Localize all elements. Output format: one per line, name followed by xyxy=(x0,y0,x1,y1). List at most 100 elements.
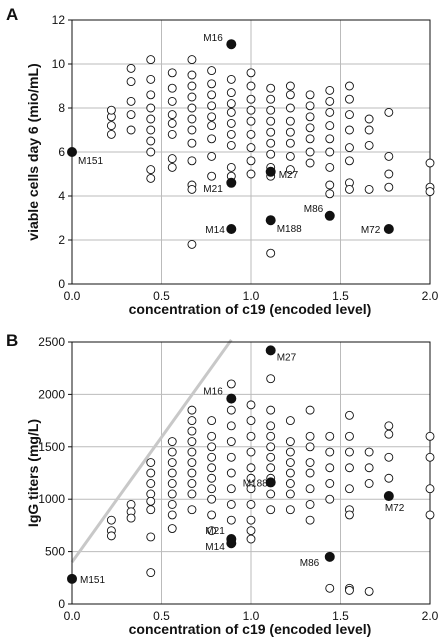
point-label-m27: M27 xyxy=(277,352,297,363)
open-data-point xyxy=(246,416,256,426)
open-data-point xyxy=(146,147,156,157)
point-label-m188: M188 xyxy=(277,224,302,235)
open-data-point xyxy=(246,447,256,457)
open-data-point xyxy=(246,534,256,544)
open-data-point xyxy=(246,473,256,483)
open-data-point xyxy=(126,77,136,87)
open-data-point xyxy=(345,156,354,166)
open-data-point xyxy=(305,158,315,168)
labeled-data-point-m72 xyxy=(383,491,394,502)
open-data-point xyxy=(187,447,197,457)
point-label-m86: M86 xyxy=(300,558,320,569)
open-data-point xyxy=(167,447,177,457)
y-tick-label: 8 xyxy=(58,101,65,115)
panel-a: A 0 2 4 6 8 10 12 0.0 0.5 1.0 1.5 2.0 M16 M151 M27 M2… xyxy=(6,5,439,317)
open-data-point xyxy=(187,405,197,415)
point-label-m14: M14 xyxy=(205,542,225,553)
point-label-m86: M86 xyxy=(304,204,324,215)
x-tick-label: 0.0 xyxy=(64,609,81,623)
open-data-point xyxy=(364,463,374,473)
open-data-point xyxy=(167,479,177,488)
open-data-point xyxy=(266,105,276,115)
open-data-point xyxy=(126,110,136,120)
y-tick-label: 12 xyxy=(52,13,66,27)
open-data-point xyxy=(285,81,295,91)
open-data-point xyxy=(345,484,354,494)
open-data-point xyxy=(305,484,315,494)
point-label-m27: M27 xyxy=(279,170,299,181)
open-data-point xyxy=(187,103,197,113)
open-data-point xyxy=(364,479,374,488)
open-data-point xyxy=(187,479,197,488)
open-data-point xyxy=(226,437,236,447)
open-data-point xyxy=(167,468,177,478)
open-data-point xyxy=(325,494,335,504)
open-data-point xyxy=(226,162,236,172)
open-data-point xyxy=(384,182,394,192)
open-data-point xyxy=(207,510,217,520)
y-ticks-b: 0 500 1000 1500 2000 2500 xyxy=(38,335,72,611)
open-data-point xyxy=(305,90,315,100)
grid-b xyxy=(71,341,431,605)
open-data-point xyxy=(187,70,197,80)
open-data-point xyxy=(207,526,217,536)
open-data-point xyxy=(305,442,315,452)
open-data-point xyxy=(207,442,217,452)
y-ticks-a: 0 2 4 6 8 10 12 xyxy=(52,13,72,291)
open-data-point xyxy=(285,416,295,426)
open-data-point xyxy=(226,140,236,150)
open-data-point xyxy=(167,510,177,520)
panel-label-a: A xyxy=(6,5,18,24)
open-data-point xyxy=(305,123,315,133)
open-data-point xyxy=(226,74,236,84)
open-data-point xyxy=(384,421,394,431)
y-tick-label: 6 xyxy=(58,145,65,159)
point-label-m16: M16 xyxy=(203,387,223,398)
open-data-point xyxy=(146,125,156,135)
open-data-point xyxy=(187,138,197,148)
point-label-m21: M21 xyxy=(203,184,223,195)
open-data-point xyxy=(146,532,156,542)
open-data-point xyxy=(146,505,156,515)
trend-line-b xyxy=(70,339,233,563)
open-data-point xyxy=(285,479,295,488)
open-data-point xyxy=(325,147,335,157)
point-label-m188: M188 xyxy=(243,478,268,489)
open-data-point xyxy=(384,452,394,462)
panel-b: B 0 500 1000 1500 2000 2500 0.0 0.5 1.0 1.5 2.0 M… xyxy=(6,331,439,637)
open-data-point xyxy=(285,127,295,137)
open-data-point xyxy=(305,499,315,509)
open-data-point xyxy=(207,112,217,122)
open-data-point xyxy=(207,134,217,144)
open-data-point xyxy=(167,110,177,120)
open-data-point xyxy=(305,112,315,122)
point-label-m16: M16 xyxy=(203,33,223,44)
open-data-point xyxy=(325,96,335,106)
open-data-point xyxy=(246,116,256,126)
open-data-point xyxy=(266,489,276,499)
open-data-point xyxy=(325,583,335,593)
open-data-point xyxy=(364,447,374,457)
open-data-point xyxy=(207,494,217,504)
open-data-point xyxy=(364,140,374,150)
labeled-data-point-m27 xyxy=(265,166,276,177)
y-tick-label: 2 xyxy=(58,233,65,247)
open-data-point xyxy=(246,400,256,410)
labeled-data-point-m151 xyxy=(67,573,77,584)
open-data-point xyxy=(266,127,276,137)
open-data-point xyxy=(364,114,374,124)
x-tick-label: 0.5 xyxy=(153,609,170,623)
open-data-point xyxy=(305,134,315,144)
open-data-point xyxy=(285,458,295,467)
open-data-point xyxy=(285,468,295,478)
labeled-data-point-m21 xyxy=(226,177,237,188)
open-data-point xyxy=(146,458,156,467)
open-data-point xyxy=(246,515,256,525)
open-data-point xyxy=(187,114,197,124)
open-data-point xyxy=(146,103,156,113)
open-data-point xyxy=(207,90,217,100)
open-data-point xyxy=(207,171,217,181)
open-data-point xyxy=(384,151,394,161)
open-data-point xyxy=(325,107,335,117)
